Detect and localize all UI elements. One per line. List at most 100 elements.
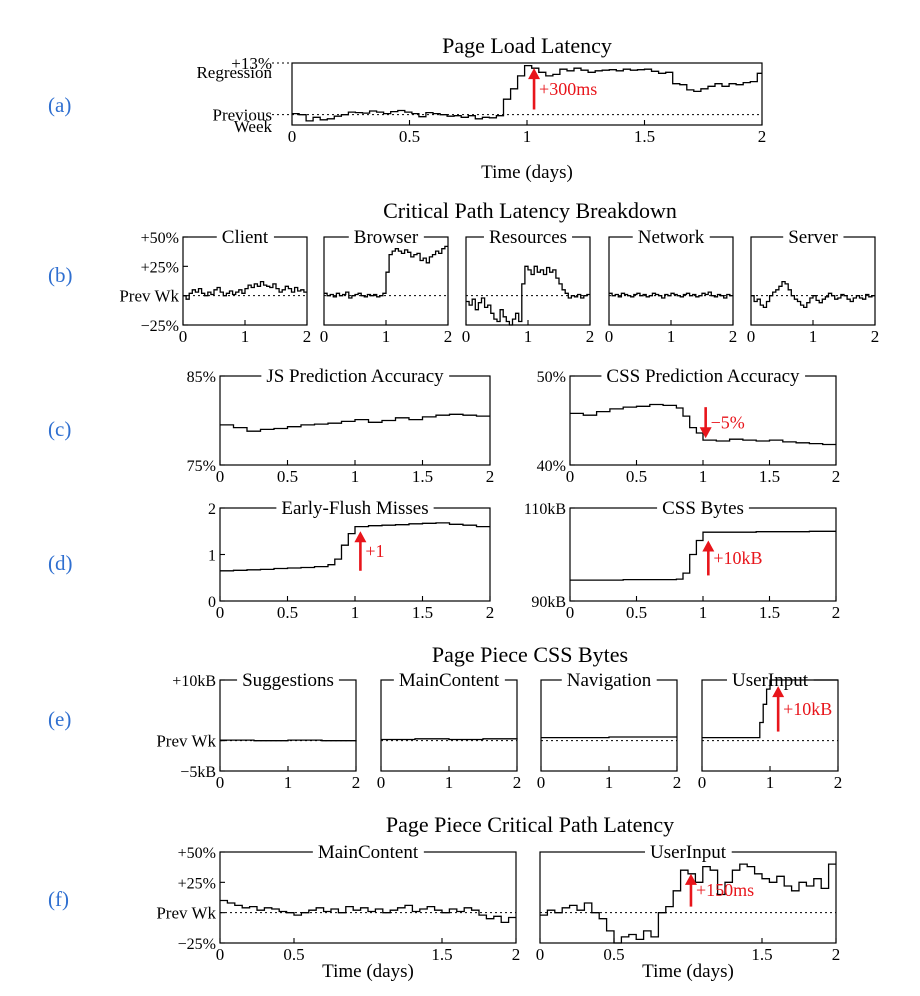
panel-title-backdrop	[783, 235, 844, 239]
series-line	[751, 280, 875, 309]
x-tick-label: 0	[566, 467, 575, 486]
x-tick-label: 0.5	[283, 945, 304, 964]
y-tick-label: Previous	[213, 106, 273, 125]
x-axis-label: Time (days)	[322, 961, 414, 982]
x-tick-label: 0.5	[277, 603, 298, 622]
plot-frame	[219, 851, 517, 944]
y-tick-label: 85%	[187, 369, 216, 386]
row-label-c: (c)	[48, 417, 71, 441]
y-tick-label: −25%	[178, 936, 216, 953]
x-tick-label: 0	[462, 327, 471, 346]
x-tick-label: 1.5	[412, 467, 433, 486]
x-tick-label: 2	[486, 603, 495, 622]
panel-title: UserInput	[650, 842, 727, 863]
x-tick-label: 1.5	[634, 127, 655, 146]
panel-title-backdrop	[261, 374, 450, 378]
series-line	[702, 679, 838, 739]
row-label-d: (d)	[48, 551, 73, 575]
x-tick-label: 2	[673, 773, 682, 792]
plot-frame	[539, 851, 837, 944]
group-title-piece-latency: Page Piece Critical Path Latency	[386, 812, 674, 837]
panel-title-backdrop	[561, 678, 657, 682]
x-tick-label: 2	[871, 327, 880, 346]
panel-d2: CSS Bytes 0 0.5 1 1.5 2 110kB 90kB +10kB	[524, 498, 840, 622]
panel-c1: JS Prediction Accuracy 0 0.5 1 1.5 2 85% 75%	[187, 366, 495, 486]
y-tick-label: 1	[208, 548, 216, 565]
y-tick-label: +25%	[178, 875, 216, 892]
x-tick-label: 1	[667, 327, 676, 346]
series-line	[183, 280, 307, 300]
group-title-css-bytes: Page Piece CSS Bytes	[432, 642, 628, 667]
row-label-a: (a)	[48, 93, 71, 117]
x-tick-label: 2	[513, 773, 522, 792]
panel-title: CSS Bytes	[662, 498, 744, 519]
panel-b3: Resources 0 1 2	[462, 227, 595, 346]
panel-title: Navigation	[567, 670, 652, 691]
group-titles: Critical Path Latency Breakdown Page Pie…	[383, 198, 677, 837]
panel-f1: MainContent 0 0.5 1.5 2 +50% +25% Prev Wk −25% Ti…	[156, 842, 520, 982]
series-line	[570, 403, 836, 446]
y-tick-label: 50%	[537, 369, 566, 386]
x-tick-label: 1	[445, 773, 454, 792]
x-tick-label: 0	[605, 327, 614, 346]
x-tick-label: 1	[382, 327, 391, 346]
panel-d1: Early-Flush Misses 0 0.5 1 1.5 2 2 1 0 +1	[208, 498, 494, 622]
y-tick-label: Prev Wk	[156, 904, 216, 923]
series-line	[540, 863, 836, 944]
x-tick-label: 1.5	[431, 945, 452, 964]
series-line	[541, 736, 677, 739]
y-tick-label: −25%	[141, 318, 179, 335]
panel-b4: Network 0 1 2	[605, 227, 738, 346]
x-tick-label: 1	[699, 467, 708, 486]
series-line	[220, 899, 516, 924]
panel-e2: MainContent 0 1 2	[377, 670, 522, 792]
x-tick-label: 1	[241, 327, 250, 346]
annotation-arrowhead	[699, 427, 712, 439]
y-tick-label: −5kB	[180, 764, 216, 781]
x-tick-label: 1	[699, 603, 708, 622]
x-tick-label: 2	[486, 467, 495, 486]
panel-title-backdrop	[601, 374, 806, 378]
plot-frame	[291, 62, 763, 126]
x-tick-label: 1.5	[751, 945, 772, 964]
panel-title-backdrop	[393, 678, 505, 682]
x-tick-label: 2	[832, 603, 841, 622]
annotation-arrowhead	[684, 873, 697, 885]
plot-frame	[380, 679, 518, 772]
x-tick-label: 1	[351, 467, 360, 486]
panel-title-backdrop	[657, 506, 749, 510]
x-tick-label: 2	[352, 773, 361, 792]
annotation-arrowhead	[772, 686, 785, 698]
panel-e3: Navigation 0 1 2	[537, 670, 682, 792]
panel-b1: Client 0 1 2 +50% +25% Prev Wk −25%	[119, 227, 311, 346]
y-tick-label: Week	[234, 117, 273, 136]
panel-f2: UserInput 0 0.5 1.5 2 Time (days) +150ms	[536, 842, 841, 982]
plot-frame	[219, 679, 357, 772]
x-tick-label: 2	[834, 773, 843, 792]
x-tick-label: 2	[444, 327, 453, 346]
x-tick-label: 2	[303, 327, 312, 346]
series-line	[324, 245, 448, 299]
x-tick-label: 0	[377, 773, 386, 792]
y-tick-label: +13%	[231, 54, 272, 73]
panel-title: Page Load Latency	[442, 33, 612, 58]
x-tick-label: 0	[747, 327, 756, 346]
annotation-label: +300ms	[539, 79, 597, 99]
x-tick-label: 1	[524, 327, 533, 346]
x-axis-label: Time (days)	[481, 162, 573, 183]
y-tick-label: +10kB	[172, 673, 216, 690]
panel-e1: Suggestions 0 1 2 +10kB Prev Wk −5kB	[156, 670, 360, 792]
y-tick-label: +50%	[141, 230, 179, 247]
x-tick-label: 1	[766, 773, 775, 792]
panel-title-backdrop	[237, 678, 339, 682]
x-tick-label: 2	[832, 467, 841, 486]
y-tick-label: 40%	[537, 458, 566, 475]
x-tick-label: 0.5	[626, 603, 647, 622]
x-tick-label: 0	[537, 773, 546, 792]
plot-frame	[465, 236, 591, 326]
y-tick-label: Regression	[196, 63, 272, 82]
x-tick-label: 0	[179, 327, 188, 346]
annotation-label: +10kB	[783, 699, 832, 719]
panel-title: MainContent	[399, 670, 500, 691]
annotation-arrowhead	[354, 531, 367, 543]
